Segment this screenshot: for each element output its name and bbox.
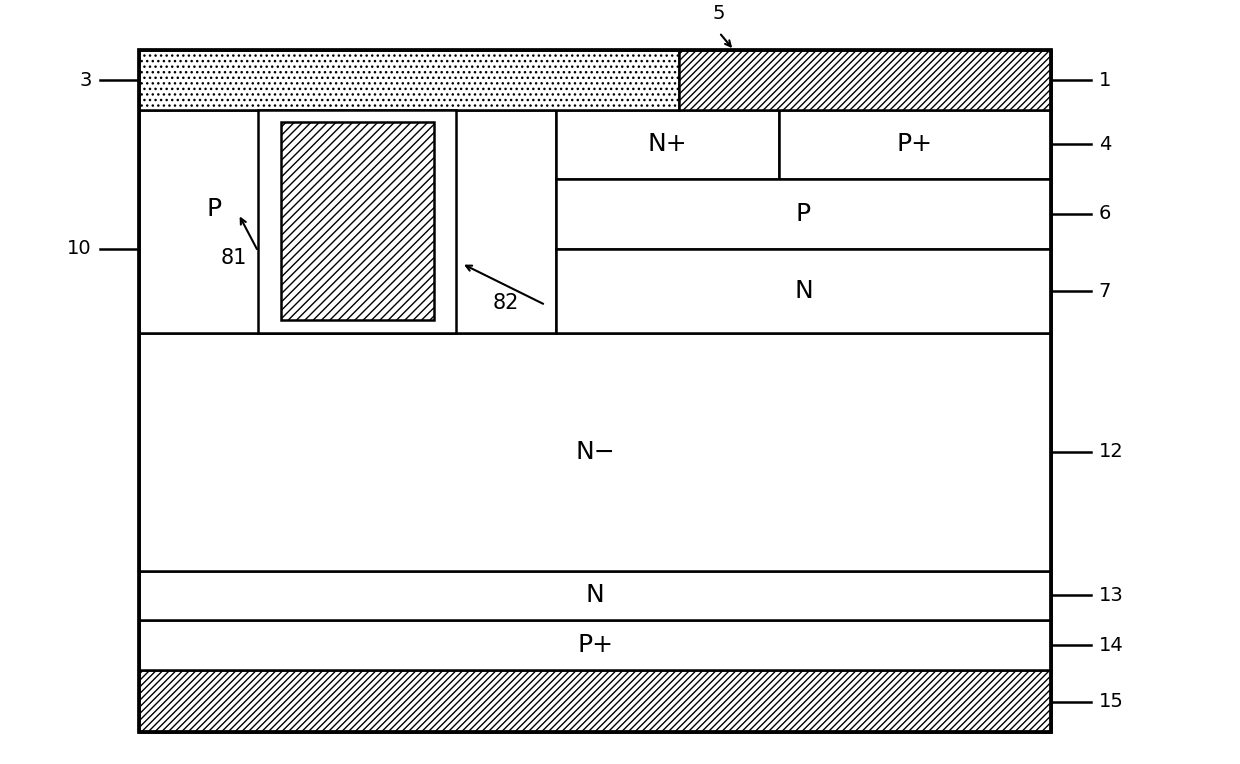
Bar (139, 571, 1052, 620)
Text: N−: N− (575, 440, 615, 464)
Bar (556, 180, 1052, 248)
Bar (139, 110, 556, 333)
Text: 1: 1 (1099, 70, 1111, 89)
Text: P+: P+ (897, 132, 932, 157)
Bar (779, 110, 1052, 180)
Text: P: P (796, 202, 811, 226)
Text: P+: P+ (577, 633, 614, 657)
Bar (139, 333, 1052, 571)
Text: 81: 81 (221, 248, 247, 268)
Bar (139, 50, 680, 110)
Bar (139, 670, 1052, 732)
Text: 4: 4 (1099, 135, 1111, 154)
Bar (258, 110, 456, 333)
Text: N: N (585, 584, 605, 607)
Text: P: P (206, 197, 221, 221)
Bar (139, 50, 1052, 732)
Text: 7: 7 (1099, 282, 1111, 301)
Text: 15: 15 (1099, 692, 1123, 711)
Text: 3: 3 (79, 70, 92, 89)
Text: 13: 13 (1099, 586, 1123, 605)
Text: 6: 6 (1099, 204, 1111, 223)
Text: 5: 5 (713, 4, 725, 23)
Text: 14: 14 (1099, 636, 1123, 655)
Bar (556, 248, 1052, 333)
Text: 12: 12 (1099, 442, 1123, 461)
Bar (556, 110, 779, 180)
Text: 83: 83 (300, 130, 326, 150)
Text: N+: N+ (647, 132, 687, 157)
Text: 82: 82 (492, 293, 520, 313)
Bar (680, 50, 1052, 110)
Bar (139, 620, 1052, 670)
Text: N: N (794, 279, 812, 303)
Text: 10: 10 (67, 239, 92, 258)
Bar (281, 121, 434, 320)
